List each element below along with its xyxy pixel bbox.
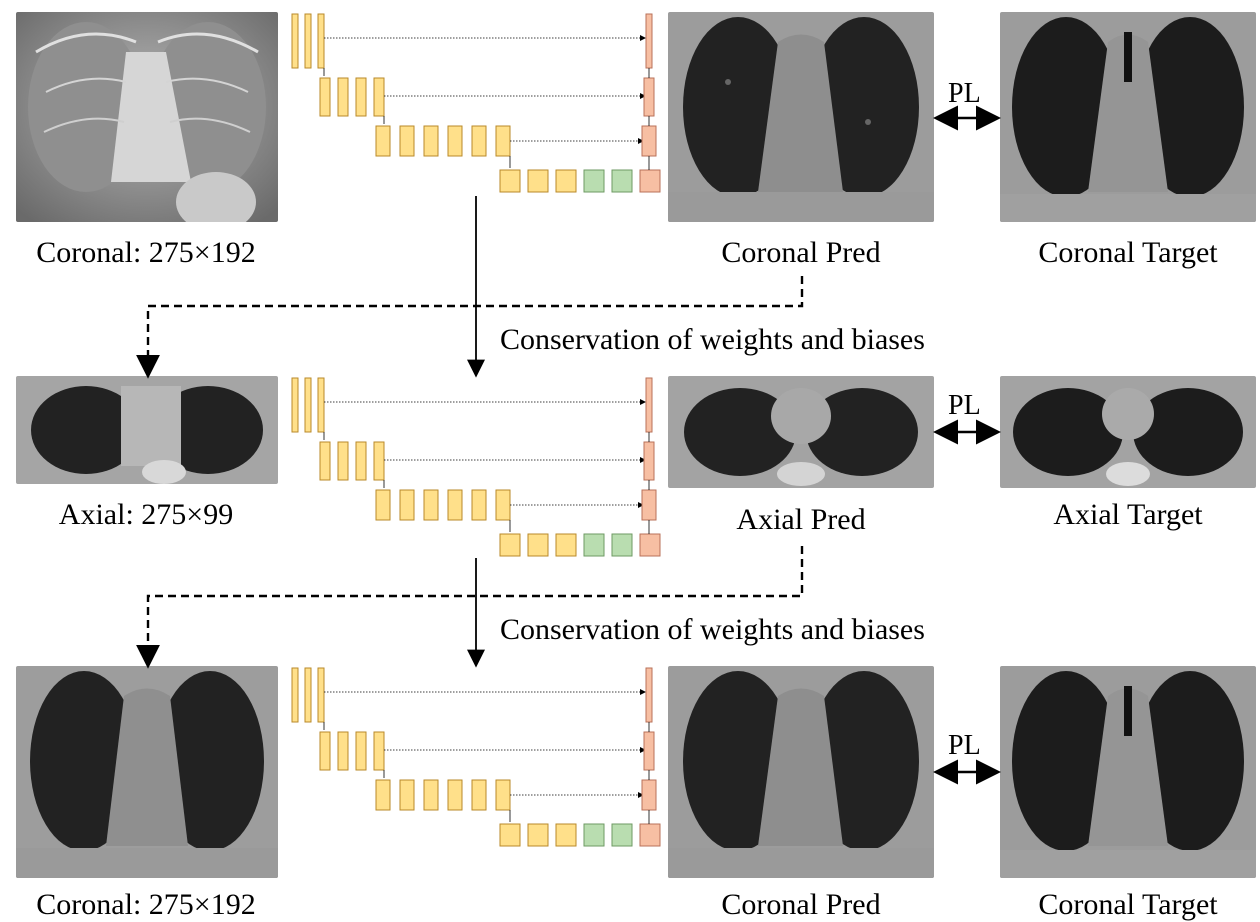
encoder-level-1: [291, 13, 325, 69]
coronal-pred-image-2: [668, 666, 934, 878]
encoder-level-3: [375, 125, 511, 157]
row2-pred-label: Axial Pred: [736, 503, 866, 536]
row2-pl-label: PL: [948, 390, 981, 421]
transition-1-label: Conservation of weights and biases: [500, 323, 925, 356]
row1-target-label: Coronal Target: [1038, 236, 1218, 269]
unet-diagram-1: [291, 13, 661, 193]
row3-pred-label: Coronal Pred: [721, 888, 881, 921]
unet-diagram-2: [291, 377, 661, 557]
axial-pred-image: [668, 376, 934, 488]
row2-input-label: Axial: 275×99: [58, 498, 234, 531]
row3-target-label: Coronal Target: [1038, 888, 1218, 921]
coronal-target-image: [1000, 12, 1256, 222]
axial-input-image: [16, 376, 278, 484]
unet-diagram-3: [291, 667, 661, 847]
row1-pl-label: PL: [948, 78, 981, 109]
bottleneck-level: [499, 169, 661, 193]
coronal-xray-input: [16, 12, 278, 222]
coronal-pred-image: [668, 12, 934, 222]
transition-2-label: Conservation of weights and biases: [500, 613, 925, 646]
coronal-input-image-2: [16, 666, 278, 878]
row3-input-label: Coronal: 275×192: [36, 888, 256, 921]
row1-input-label: Coronal: 275×192: [36, 236, 256, 269]
axial-target-image: [1000, 376, 1256, 488]
row3-pl-label: PL: [948, 730, 981, 761]
row1-pred-label: Coronal Pred: [721, 236, 881, 269]
row2-target-label: Axial Target: [1053, 498, 1203, 531]
encoder-level-2: [319, 77, 385, 117]
coronal-target-image-2: [1000, 666, 1256, 878]
